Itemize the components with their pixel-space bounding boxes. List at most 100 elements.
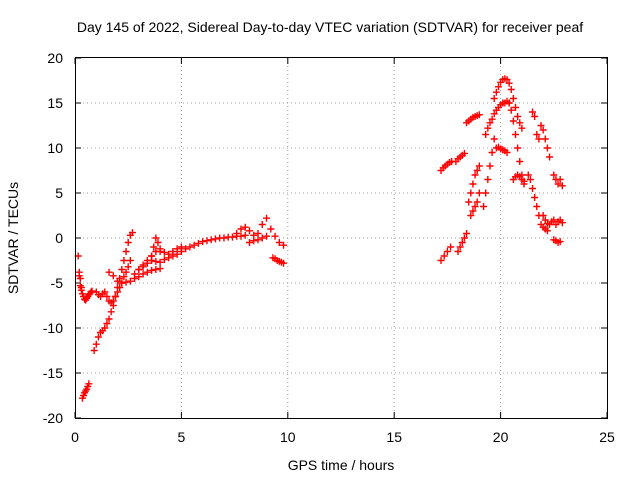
data-point — [531, 113, 539, 120]
series-arc-p — [454, 230, 471, 255]
series-arc-s — [463, 111, 483, 127]
data-point — [126, 277, 134, 285]
data-point — [228, 233, 236, 241]
data-point — [233, 230, 241, 237]
data-point — [237, 225, 245, 233]
data-point — [535, 135, 543, 143]
data-point — [456, 243, 464, 251]
data-point — [116, 284, 124, 291]
data-point — [526, 176, 534, 183]
y-tick-label: 20 — [47, 50, 63, 66]
data-point — [484, 124, 492, 132]
x-tick-label: 25 — [599, 429, 615, 445]
data-point — [122, 248, 130, 255]
data-point — [118, 266, 126, 273]
data-point — [550, 216, 558, 224]
data-point — [177, 243, 185, 251]
data-point — [88, 287, 96, 295]
data-point — [490, 95, 498, 102]
data-point — [105, 268, 113, 276]
data-point — [480, 203, 488, 210]
data-point — [529, 108, 537, 116]
data-point — [263, 232, 271, 240]
data-point — [443, 248, 451, 255]
data-point — [109, 272, 117, 280]
series-arc-i — [148, 234, 164, 260]
data-point — [148, 252, 156, 260]
data-point — [469, 180, 477, 188]
data-point — [92, 340, 100, 348]
series-arc-l — [269, 254, 288, 267]
data-point — [484, 176, 492, 183]
data-point — [258, 234, 266, 242]
data-point — [558, 182, 566, 190]
series-arc-o — [437, 243, 455, 264]
data-point — [518, 124, 526, 132]
series-arc-n — [452, 149, 468, 165]
y-axis-label: SDTVAR / TECUs — [5, 182, 21, 294]
chart-title: Day 145 of 2022, Sidereal Day-to-day VTE… — [77, 19, 583, 35]
data-point — [514, 113, 522, 120]
series-arc-b — [74, 252, 85, 294]
data-point — [469, 207, 477, 215]
data-point — [437, 257, 445, 264]
data-point — [207, 236, 215, 244]
data-point — [516, 158, 524, 165]
data-point — [475, 111, 483, 119]
data-point — [267, 225, 275, 233]
data-point — [122, 268, 130, 276]
data-point — [143, 257, 151, 264]
data-point — [514, 144, 522, 152]
data-point — [263, 214, 271, 222]
data-point — [465, 198, 473, 206]
data-point — [76, 282, 84, 290]
data-point — [503, 149, 511, 156]
data-point — [190, 241, 198, 249]
series-arc-u — [482, 97, 513, 138]
data-point — [211, 235, 219, 243]
data-point — [126, 257, 134, 264]
data-point — [454, 248, 462, 255]
data-point — [447, 243, 455, 251]
data-point — [556, 176, 564, 183]
data-point — [154, 239, 162, 246]
y-tick-label: -20 — [43, 410, 63, 426]
series-arc-m — [437, 158, 456, 174]
data-point — [475, 189, 483, 197]
data-point — [254, 230, 262, 237]
data-point — [486, 162, 494, 170]
data-point — [463, 230, 471, 237]
data-point — [120, 257, 128, 264]
series-arc-ac — [539, 212, 558, 228]
data-point — [109, 297, 117, 305]
data-point — [280, 241, 288, 249]
y-tick-label: 5 — [55, 185, 63, 201]
data-point — [75, 272, 83, 280]
data-point — [124, 239, 132, 246]
data-point — [550, 171, 558, 179]
data-point — [554, 180, 562, 188]
data-point — [165, 250, 173, 258]
data-point — [492, 88, 500, 96]
series-arc-c — [78, 380, 93, 402]
data-point — [139, 261, 147, 269]
data-point — [131, 270, 139, 278]
data-point — [460, 234, 468, 242]
data-point — [245, 227, 253, 235]
data-point — [505, 99, 513, 107]
series-arc-t — [480, 135, 498, 210]
data-point — [241, 231, 249, 239]
data-point — [509, 117, 517, 125]
data-point — [458, 239, 466, 246]
y-tick-label: -5 — [51, 275, 64, 291]
data-point — [488, 149, 496, 156]
x-axis-label: GPS time / hours — [288, 457, 395, 473]
data-point — [503, 76, 511, 84]
data-point — [124, 263, 132, 271]
data-point — [537, 122, 545, 129]
data-point — [488, 115, 496, 123]
y-tick-label: 0 — [55, 230, 63, 246]
data-point — [118, 279, 126, 287]
data-point — [120, 273, 128, 281]
